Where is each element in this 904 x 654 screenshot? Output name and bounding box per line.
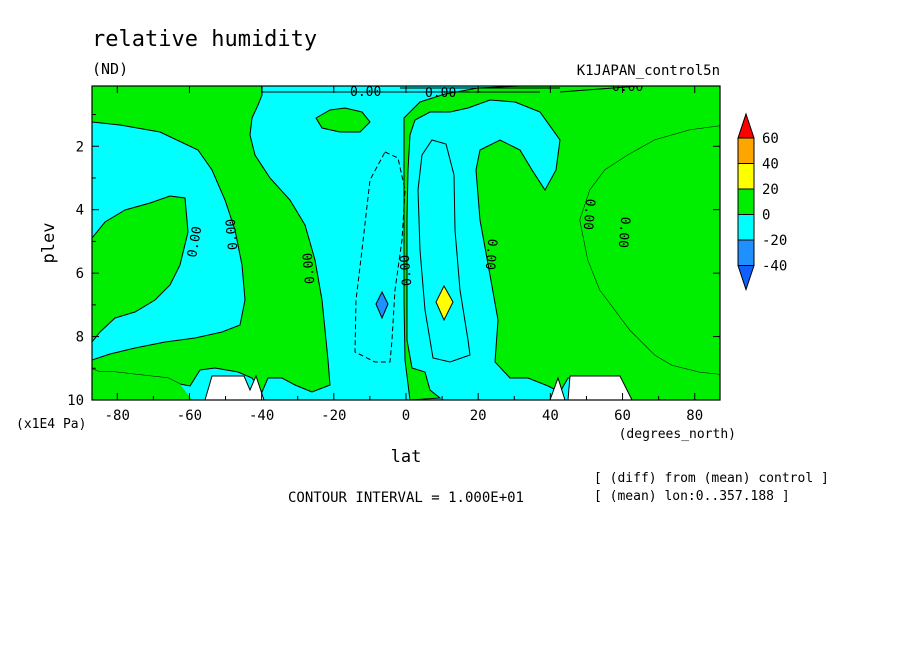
dataset-name: K1JAPAN_control5n bbox=[577, 63, 720, 79]
chart-title: relative humidity bbox=[92, 27, 317, 52]
colorbar-box bbox=[737, 239, 755, 266]
contour-label: 0.00 bbox=[615, 216, 633, 249]
contour-label: 0.00 bbox=[398, 254, 416, 287]
fill-green-far-south bbox=[92, 195, 189, 343]
x-axis-title: lat bbox=[391, 447, 422, 467]
chart-units: (ND) bbox=[92, 60, 128, 78]
y-tick-label: 10 bbox=[67, 393, 84, 409]
fill-green-far-north bbox=[580, 126, 720, 374]
y-axis-title: plev bbox=[39, 223, 59, 264]
x-tick-label: -40 bbox=[249, 408, 274, 424]
y-tick-label: 2 bbox=[76, 139, 84, 155]
x-tick-label: -80 bbox=[105, 408, 130, 424]
colorbar-top-arrow bbox=[737, 112, 755, 139]
y-tick-label: 4 bbox=[76, 203, 84, 219]
x-tick-label: 40 bbox=[542, 408, 559, 424]
contour-positive-thin bbox=[417, 139, 471, 363]
contour-fills: 0.00 0.00 0.00 0.00 0.00 0.00 0.00 0.00 … bbox=[92, 80, 720, 400]
fill-green-upper-island bbox=[315, 107, 371, 133]
contour-negative-dashed bbox=[354, 151, 406, 363]
contour-label: 0.00 bbox=[185, 225, 205, 258]
colorbar-bottom-arrow bbox=[737, 265, 755, 292]
note-diff: [ (diff) from (mean) control ] bbox=[594, 471, 829, 486]
colorbar-box bbox=[737, 137, 755, 164]
contour-label: 0.00 bbox=[301, 252, 319, 285]
fill-yellow-peak bbox=[435, 284, 454, 322]
colorbar-label: -20 bbox=[762, 233, 787, 249]
colorbar-label: -40 bbox=[762, 259, 787, 275]
contour-top-lines bbox=[262, 86, 641, 93]
x-tick-label: -60 bbox=[177, 408, 202, 424]
x-axis-units: (degrees_north) bbox=[619, 427, 736, 442]
fill-blue-trough bbox=[375, 290, 389, 320]
contour-labels: 0.00 0.00 0.00 0.00 0.00 0.00 0.00 0.00 … bbox=[185, 80, 643, 287]
x-tick-label: 60 bbox=[614, 408, 631, 424]
colorbar-label: 60 bbox=[762, 131, 779, 147]
colorbar-box bbox=[737, 163, 755, 190]
contour-label: 0.00 bbox=[580, 198, 598, 231]
fill-green-south-band bbox=[92, 86, 331, 394]
colorbar-box bbox=[737, 214, 755, 241]
x-tick-label: 20 bbox=[470, 408, 487, 424]
x-axis: -80 -60 -40 -20 0 20 40 60 80 bbox=[105, 86, 703, 424]
colorbar-label: 20 bbox=[762, 182, 779, 198]
mask-north bbox=[549, 375, 633, 400]
contour-label: 0.00 bbox=[425, 86, 456, 101]
x-tick-label: 0 bbox=[402, 408, 410, 424]
x-tick-label: -20 bbox=[321, 408, 346, 424]
contour-label: 0.00 bbox=[482, 238, 500, 271]
y-axis-units: (x1E4 Pa) bbox=[16, 417, 86, 432]
x-tick-label: 80 bbox=[686, 408, 703, 424]
colorbar: 60 40 20 0 -20 -40 bbox=[737, 112, 787, 292]
contour-label: 0.00 bbox=[350, 85, 381, 100]
y-axis: 2 4 6 8 10 bbox=[67, 114, 720, 409]
contour-label: 0.00 bbox=[224, 218, 242, 251]
mask-south bbox=[204, 374, 265, 400]
fill-green-southern-bottom bbox=[92, 369, 192, 400]
note-mean: [ (mean) lon:0..357.188 ] bbox=[594, 489, 790, 504]
colorbar-label: 40 bbox=[762, 157, 779, 173]
colorbar-box bbox=[737, 188, 755, 215]
y-tick-label: 6 bbox=[76, 266, 84, 282]
colorbar-label: 0 bbox=[762, 208, 770, 224]
contour-interval: CONTOUR INTERVAL = 1.000E+01 bbox=[288, 490, 524, 506]
y-tick-label: 8 bbox=[76, 330, 84, 346]
contour-label: 0.00 bbox=[612, 80, 643, 95]
